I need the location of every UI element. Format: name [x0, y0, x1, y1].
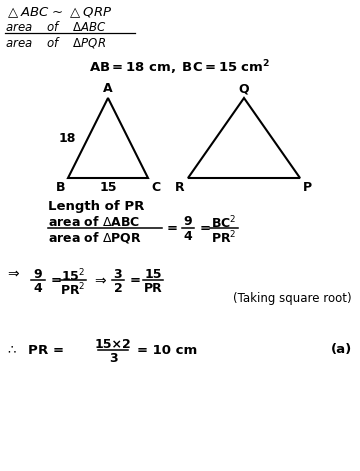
Text: B: B — [55, 181, 65, 194]
Text: = 10 cm: = 10 cm — [137, 343, 197, 357]
Text: =: = — [130, 274, 141, 286]
Text: $\mathit{area}$    $\mathit{of}$    $\mathit{\Delta ABC}$: $\mathit{area}$ $\mathit{of}$ $\mathit{\… — [5, 20, 107, 34]
Text: 9: 9 — [184, 215, 192, 228]
Text: PR$^{2}$: PR$^{2}$ — [211, 230, 237, 247]
Text: Q: Q — [239, 82, 249, 95]
Text: A: A — [103, 82, 113, 95]
Text: $\triangle$ABC ~ $\triangle$QRP: $\triangle$ABC ~ $\triangle$QRP — [5, 5, 112, 20]
Text: P: P — [303, 181, 312, 194]
Text: area of $\Delta$PQR: area of $\Delta$PQR — [48, 230, 142, 245]
Text: area of $\Delta$ABC: area of $\Delta$ABC — [48, 215, 140, 229]
Text: 3: 3 — [114, 268, 122, 281]
Text: C: C — [151, 181, 160, 194]
Text: Length of PR: Length of PR — [48, 200, 144, 213]
Text: 4: 4 — [184, 230, 192, 243]
Text: =: = — [167, 221, 178, 235]
Text: (Taking square root): (Taking square root) — [233, 292, 352, 305]
Text: 15×2: 15×2 — [95, 338, 131, 351]
Text: 15: 15 — [99, 181, 117, 194]
Text: 15$^{2}$: 15$^{2}$ — [61, 268, 85, 284]
Text: $\mathit{area}$    $\mathit{of}$    $\mathit{\Delta PQR}$: $\mathit{area}$ $\mathit{of}$ $\mathit{\… — [5, 35, 106, 50]
Text: 3: 3 — [109, 352, 117, 365]
Text: 15: 15 — [144, 268, 162, 281]
Text: PR: PR — [144, 282, 162, 295]
Text: =: = — [51, 274, 62, 286]
Text: 2: 2 — [114, 282, 122, 295]
Text: 9: 9 — [34, 268, 42, 281]
Text: $\mathbf{AB = 18\ cm,\ BC = 15\ cm^{2}}$: $\mathbf{AB = 18\ cm,\ BC = 15\ cm^{2}}$ — [89, 58, 271, 77]
Text: $\Rightarrow$: $\Rightarrow$ — [5, 266, 21, 280]
Text: (a): (a) — [331, 343, 352, 357]
Text: $\therefore$  PR =: $\therefore$ PR = — [5, 343, 64, 357]
Text: $\Rightarrow$: $\Rightarrow$ — [92, 273, 108, 287]
Text: PR$^{2}$: PR$^{2}$ — [60, 282, 86, 299]
Text: 18: 18 — [59, 131, 76, 145]
Text: 4: 4 — [33, 282, 42, 295]
Text: R: R — [175, 181, 185, 194]
Text: BC$^{2}$: BC$^{2}$ — [211, 215, 237, 232]
Text: =: = — [200, 221, 211, 235]
